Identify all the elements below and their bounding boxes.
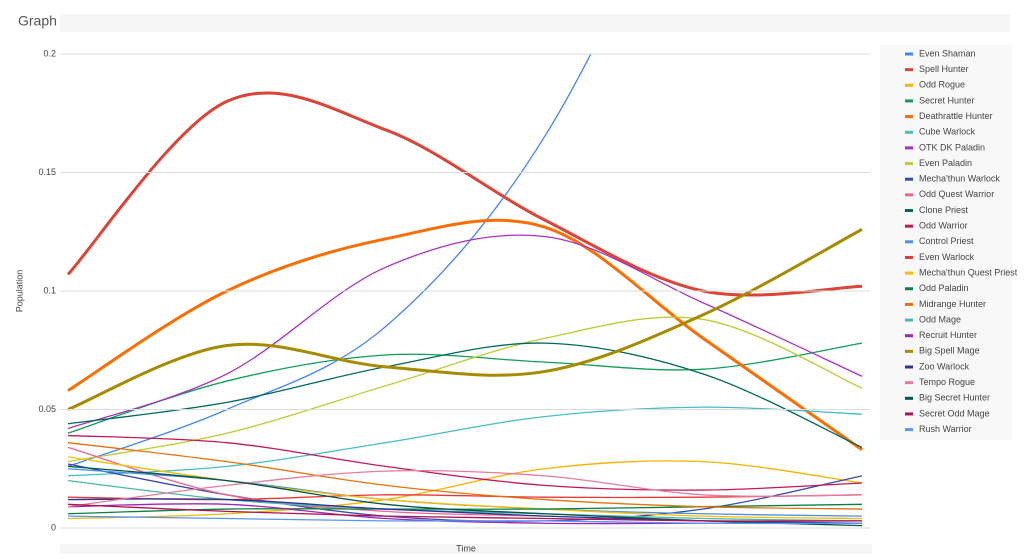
legend-label: Cube Warlock bbox=[919, 127, 976, 137]
y-tick-label: 0.15 bbox=[38, 167, 56, 177]
series-line bbox=[67, 228, 863, 411]
legend-label: Secret Hunter bbox=[919, 95, 975, 105]
series-line bbox=[67, 503, 863, 522]
legend-label: Spell Hunter bbox=[919, 64, 969, 74]
legend-label: Big Spell Mage bbox=[919, 346, 980, 356]
legend-label: Odd Warrior bbox=[919, 221, 968, 231]
y-tick-label: 0.2 bbox=[43, 48, 56, 58]
legend-label: Odd Paladin bbox=[919, 283, 969, 293]
legend-label: Even Shaman bbox=[919, 48, 976, 58]
series-line bbox=[66, 91, 863, 297]
y-tick-label: 0.05 bbox=[38, 404, 56, 414]
series-line bbox=[67, 342, 863, 449]
series-line bbox=[67, 218, 863, 452]
legend-label: Odd Quest Warrior bbox=[919, 189, 994, 199]
y-tick-label: 0 bbox=[51, 522, 56, 532]
series-line bbox=[67, 515, 863, 525]
series-line bbox=[67, 406, 863, 477]
legend-label: Odd Rogue bbox=[919, 80, 965, 90]
x-axis-label: Time bbox=[456, 543, 476, 553]
y-tick-label: 0.1 bbox=[43, 285, 56, 295]
legend-label: Tempo Rogue bbox=[919, 377, 975, 387]
plot-lines bbox=[66, 54, 863, 527]
legend-bg bbox=[880, 44, 1012, 440]
series-line bbox=[67, 316, 863, 463]
series-line bbox=[67, 434, 863, 491]
legend-label: Zoo Warlock bbox=[919, 361, 970, 371]
series-line bbox=[67, 503, 863, 515]
series-line bbox=[67, 479, 863, 522]
series-line bbox=[67, 54, 592, 467]
legend-label: Big Secret Hunter bbox=[919, 393, 990, 403]
x-label-bar bbox=[60, 544, 872, 554]
legend-label: Even Paladin bbox=[919, 158, 972, 168]
series-line bbox=[67, 342, 863, 434]
series-line bbox=[67, 442, 863, 510]
legend-label: Control Priest bbox=[919, 236, 974, 246]
legend-label: Secret Odd Mage bbox=[919, 408, 990, 418]
series-line bbox=[67, 234, 863, 430]
legend-label: Deathrattle Hunter bbox=[919, 111, 993, 121]
legend-label: Midrange Hunter bbox=[919, 299, 986, 309]
chart-title: Graph bbox=[18, 13, 57, 29]
series-line bbox=[67, 460, 863, 520]
legend-label: Clone Priest bbox=[919, 205, 969, 215]
legend-label: Odd Mage bbox=[919, 314, 961, 324]
series-line bbox=[67, 469, 863, 508]
legend-label: Mecha'thun Quest Priest bbox=[919, 267, 1018, 277]
legend-label: OTK DK Paladin bbox=[919, 142, 985, 152]
y-axis-label: Population bbox=[14, 270, 24, 313]
title-bar bbox=[60, 14, 1010, 32]
legend-label: Recruit Hunter bbox=[919, 330, 977, 340]
legend-label: Even Warlock bbox=[919, 252, 975, 262]
legend-label: Rush Warrior bbox=[919, 424, 972, 434]
legend-label: Mecha'thun Warlock bbox=[919, 174, 1000, 184]
